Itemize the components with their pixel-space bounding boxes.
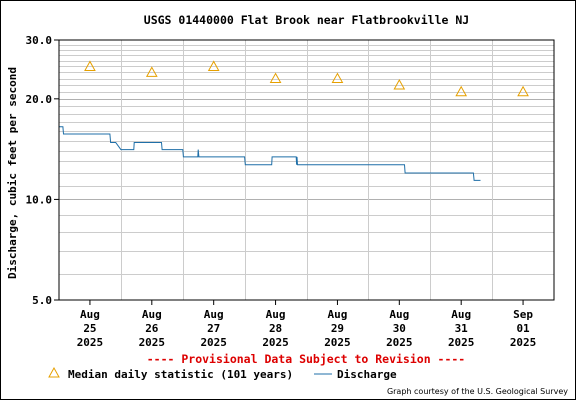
x-tick-day: 25 [83, 322, 96, 335]
x-tick-month: Aug [80, 308, 100, 321]
x-tick-month: Aug [451, 308, 471, 321]
median-marker [84, 60, 96, 71]
credit-text: Graph courtesy of the U.S. Geological Su… [387, 387, 568, 396]
y-tick-label: 30.0 [26, 34, 53, 47]
x-tick-month: Aug [328, 308, 348, 321]
legend-discharge-label: Discharge [337, 368, 397, 381]
median-marker [207, 60, 220, 71]
x-tick-month: Sep [513, 308, 533, 321]
x-tick-day: 27 [207, 322, 220, 335]
y-tick-label: 20.0 [26, 93, 53, 106]
provisional-note: ---- Provisional Data Subject to Revisio… [147, 352, 466, 366]
y-tick-label: 10.0 [26, 193, 53, 206]
series-layer [59, 60, 529, 181]
x-tick-year: 2025 [77, 336, 104, 349]
x-tick-day: 30 [393, 322, 406, 335]
y-tick-label: 5.0 [32, 294, 52, 307]
x-tick-year: 2025 [386, 336, 413, 349]
grid [59, 40, 554, 300]
x-tick-year: 2025 [200, 336, 227, 349]
x-tick-day: 26 [145, 322, 159, 335]
median-marker [455, 85, 468, 97]
legend-median-marker [48, 366, 60, 378]
x-tick-day: 28 [269, 322, 282, 335]
x-tick-month: Aug [389, 308, 409, 321]
x-tick-year: 2025 [139, 336, 166, 349]
median-marker [145, 66, 158, 77]
x-tick-month: Aug [266, 308, 286, 321]
x-tick-year: 2025 [324, 336, 351, 349]
plot-border [58, 39, 555, 301]
y-axis-ticks: 5.0 10.0 20.0 30.0 [26, 34, 59, 307]
x-tick-year: 2025 [262, 336, 289, 349]
x-tick-year: 2025 [448, 336, 475, 349]
discharge-line [59, 126, 481, 181]
x-tick-day: 29 [331, 322, 344, 335]
x-tick-day: 01 [516, 322, 530, 335]
chart-title: USGS 01440000 Flat Brook near Flatbrookv… [144, 13, 469, 27]
legend-median-label: Median daily statistic (101 years) [68, 368, 293, 381]
x-tick-day: 31 [455, 322, 469, 335]
median-marker [517, 85, 529, 97]
median-marker [393, 78, 406, 90]
x-tick-month: Aug [204, 308, 224, 321]
x-axis-ticks: Aug252025Aug262025Aug272025Aug282025Aug2… [77, 300, 537, 349]
x-tick-year: 2025 [510, 336, 537, 349]
y-axis-label: Discharge, cubic feet per second [6, 67, 19, 279]
median-marker [269, 72, 282, 84]
median-marker [331, 72, 344, 84]
legend: Median daily statistic (101 years) Disch… [48, 366, 397, 381]
plot-area [59, 40, 554, 300]
x-tick-month: Aug [142, 308, 162, 321]
